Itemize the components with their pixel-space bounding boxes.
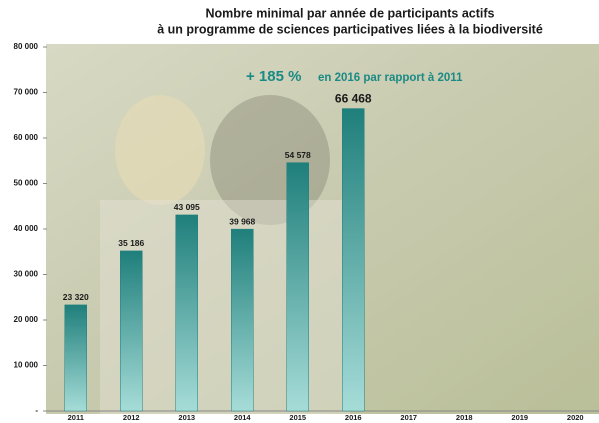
x-tick-label: 2013	[178, 413, 195, 422]
data-label: 35 186	[118, 238, 144, 248]
chart-title: à un programme de sciences participative…	[157, 22, 543, 36]
chart: Nombre minimal par année de participants…	[0, 0, 599, 423]
bar	[176, 215, 198, 411]
annotation-text: en 2016 par rapport à 2011	[318, 72, 463, 84]
y-tick-label: 50 000	[14, 179, 39, 188]
data-label: 54 578	[285, 150, 311, 160]
data-label: 39 968	[229, 216, 255, 226]
bar	[120, 251, 142, 411]
x-tick-label: 2015	[289, 413, 306, 422]
data-label: 43 095	[174, 202, 200, 212]
y-tick-label: 20 000	[14, 315, 39, 324]
x-tick-label: 2014	[234, 413, 252, 422]
y-tick-label: 40 000	[14, 224, 39, 233]
x-tick-label: 2020	[567, 413, 584, 422]
bar	[231, 229, 253, 411]
y-tick-label: 30 000	[14, 270, 39, 279]
x-tick-label: 2018	[456, 413, 473, 422]
photo-figure	[115, 95, 205, 205]
y-tick-label: -	[35, 406, 38, 415]
y-tick-label: 80 000	[14, 42, 39, 51]
y-tick-label: 60 000	[14, 133, 39, 142]
data-label: 23 320	[63, 292, 89, 302]
bar	[65, 305, 87, 411]
x-tick-label: 2017	[400, 413, 417, 422]
y-tick-label: 70 000	[14, 88, 39, 97]
bar	[342, 109, 364, 411]
x-tick-label: 2011	[68, 413, 84, 422]
x-tick-label: 2019	[511, 413, 528, 422]
x-tick-label: 2012	[123, 413, 140, 422]
chart-title: Nombre minimal par année de participants…	[206, 6, 495, 20]
y-tick-label: 10 000	[14, 361, 39, 370]
x-tick-label: 2016	[345, 413, 362, 422]
data-label: 66 468	[335, 92, 372, 106]
bar	[287, 163, 309, 411]
annotation-highlight: + 185 %	[246, 68, 301, 85]
